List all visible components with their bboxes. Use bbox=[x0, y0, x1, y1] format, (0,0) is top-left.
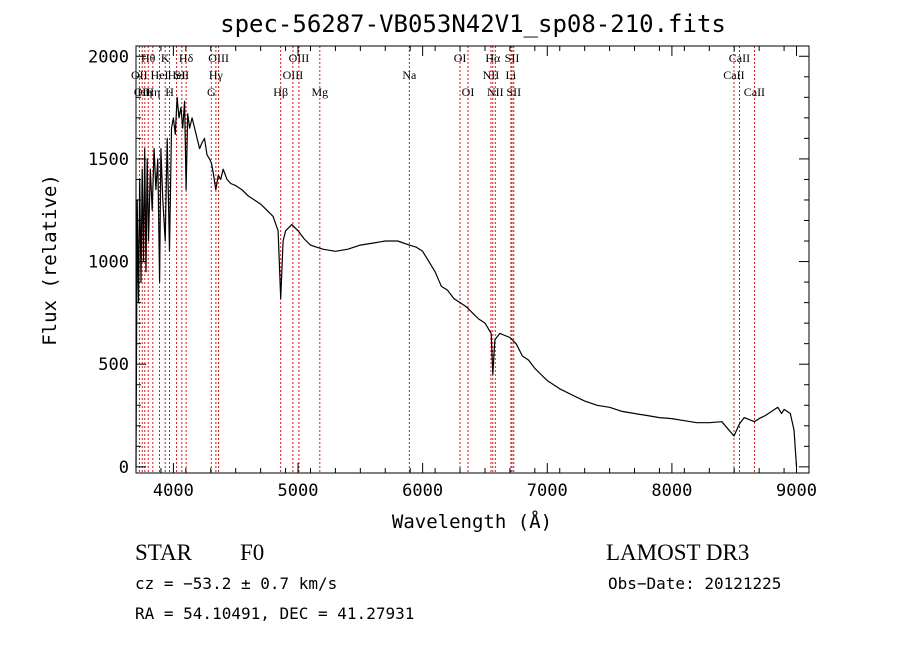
line-marker-label: HeI bbox=[151, 68, 169, 82]
line-marker-label: OI bbox=[462, 85, 475, 99]
x-tick-label: 5000 bbox=[278, 481, 319, 501]
x-axis: 4000 5000 6000 7000 8000 9000 bbox=[135, 46, 817, 501]
subclass: F0 bbox=[240, 540, 264, 565]
line-marker-label: Hα bbox=[485, 51, 501, 65]
survey-name: LAMOST DR3 bbox=[606, 540, 749, 565]
coordinates-text: RA = 54.10491, DEC = 41.27931 bbox=[135, 604, 414, 623]
line-marker-label: CaII bbox=[723, 68, 744, 82]
plot-frame bbox=[135, 45, 810, 474]
x-tick-label: 6000 bbox=[402, 481, 443, 501]
line-marker-label: K bbox=[161, 51, 170, 65]
object-class: STAR bbox=[135, 540, 193, 565]
y-tick-label: 0 bbox=[119, 458, 129, 478]
line-marker-label: SII bbox=[506, 85, 521, 99]
line-marker-label: SII bbox=[505, 51, 520, 65]
line-marker-label: CaII bbox=[729, 51, 750, 65]
marker-labels: OIIOIIHηHθHηHeIKHHeISIIHδGHγOIIIHβOIIIOI… bbox=[131, 51, 765, 99]
x-tick-label: 4000 bbox=[153, 481, 194, 501]
line-marker-label: Li bbox=[506, 68, 517, 82]
obs-date-text: Obs−Date: 20121225 bbox=[608, 574, 781, 593]
line-markers bbox=[138, 46, 755, 473]
line-marker-label: OII bbox=[134, 85, 151, 99]
line-marker-label: SII bbox=[175, 68, 190, 82]
line-marker-label: OIII bbox=[208, 51, 229, 65]
line-marker-label: NII bbox=[483, 68, 500, 82]
line-marker-label: HeI bbox=[168, 68, 186, 82]
spectrum-line bbox=[135, 96, 798, 467]
line-marker-label: OII bbox=[131, 68, 148, 82]
line-marker-label: Hη bbox=[145, 85, 160, 99]
line-marker-label: Hγ bbox=[209, 68, 224, 82]
line-marker-label: Hβ bbox=[273, 85, 288, 99]
line-marker-label: Mg bbox=[311, 85, 328, 99]
line-marker-label: Hδ bbox=[179, 51, 194, 65]
redshift-text: cz = −53.2 ± 0.7 km/s bbox=[135, 574, 337, 593]
x-axis-label: Wavelength (Å) bbox=[392, 510, 552, 533]
line-marker-label: OIII bbox=[289, 51, 310, 65]
x-tick-label: 7000 bbox=[527, 481, 568, 501]
line-marker-label: OI bbox=[454, 51, 467, 65]
x-tick-label: 8000 bbox=[651, 481, 692, 501]
line-marker-label: Hθ bbox=[141, 51, 156, 65]
y-axis: 0 500 1000 1500 2000 bbox=[88, 47, 809, 478]
y-tick-label: 500 bbox=[98, 355, 129, 375]
line-marker-label: Na bbox=[402, 68, 417, 82]
line-marker-label: CaII bbox=[744, 85, 765, 99]
x-tick-label: 9000 bbox=[776, 481, 817, 501]
line-marker-label: OIII bbox=[283, 68, 304, 82]
y-tick-label: 1500 bbox=[88, 150, 129, 170]
line-marker-label: H bbox=[165, 85, 174, 99]
y-tick-label: 2000 bbox=[88, 47, 129, 67]
y-tick-label: 1000 bbox=[88, 253, 129, 273]
chart-title: spec-56287-VB053N42V1_sp08-210.fits bbox=[220, 10, 726, 38]
line-marker-label: G bbox=[207, 85, 216, 99]
y-axis-label: Flux (relative) bbox=[39, 174, 61, 346]
line-marker-label: Hη bbox=[137, 85, 152, 99]
spectrum-series bbox=[135, 96, 798, 467]
line-marker-label: NII bbox=[487, 85, 504, 99]
